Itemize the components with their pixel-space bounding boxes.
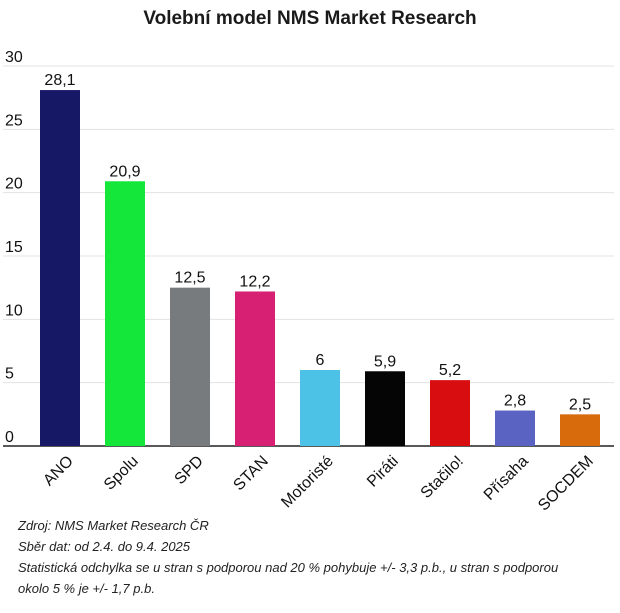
x-tick-label: Stačilo! — [418, 453, 467, 502]
value-label: 5,2 — [439, 362, 461, 379]
error-margin-note-line-1: Statistická odchylka se u stran s podpor… — [18, 560, 559, 575]
bar-spolu — [105, 181, 145, 446]
bar-motoristé — [300, 370, 340, 446]
x-tick-label: SPD — [172, 453, 207, 488]
collection-dates-note: Sběr dat: od 2.4. do 9.4. 2025 — [18, 539, 191, 554]
y-tick-label: 30 — [5, 49, 23, 66]
value-label: 12,2 — [239, 273, 270, 290]
value-label: 5,9 — [374, 353, 396, 370]
bars: 28,1 20,9 12,5 12,2 6 5,9 5,2 2,8 2,5 — [40, 72, 600, 447]
value-label: 20,9 — [109, 163, 140, 180]
chart-notes: Zdroj: NMS Market Research ČR Sběr dat: … — [18, 515, 613, 599]
error-margin-note-line-2: okolo 5 % je +/- 1,7 p.b. — [18, 581, 155, 596]
x-tick-label: Přísaha — [481, 453, 532, 504]
value-label: 2,8 — [504, 393, 526, 410]
chart-title: Volební model NMS Market Research — [143, 8, 477, 29]
bar-stan — [235, 291, 275, 446]
y-tick-label: 25 — [5, 112, 23, 129]
source-note: Zdroj: NMS Market Research ČR — [18, 518, 209, 533]
y-tick-label: 20 — [5, 176, 23, 193]
y-tick-label: 15 — [5, 239, 23, 256]
y-axis: 0 5 10 15 20 25 30 — [5, 49, 23, 446]
value-label: 28,1 — [44, 72, 75, 89]
bar-spd — [170, 287, 210, 446]
bar-piráti — [365, 371, 405, 446]
value-label: 6 — [316, 352, 325, 369]
bar-přísaha — [495, 410, 535, 446]
x-tick-label: Motoristé — [278, 453, 337, 512]
y-tick-label: 10 — [5, 302, 23, 319]
x-axis-labels: ANO Spolu SPD STAN Motoristé Piráti Stačilo! Př… — [40, 453, 597, 513]
value-label: 12,5 — [174, 270, 205, 287]
x-tick-label: Piráti — [364, 453, 402, 491]
x-tick-label: SOCDEM — [535, 453, 597, 513]
x-tick-label: ANO — [40, 453, 77, 490]
bar-stačilo! — [430, 380, 470, 446]
bar-ano — [40, 90, 80, 447]
y-tick-label: 5 — [5, 366, 14, 383]
y-tick-label: 0 — [5, 429, 14, 446]
value-label: 2,5 — [569, 396, 591, 413]
x-tick-label: Spolu — [101, 453, 142, 494]
bar-socdem — [560, 414, 600, 446]
x-tick-label: STAN — [230, 453, 271, 494]
